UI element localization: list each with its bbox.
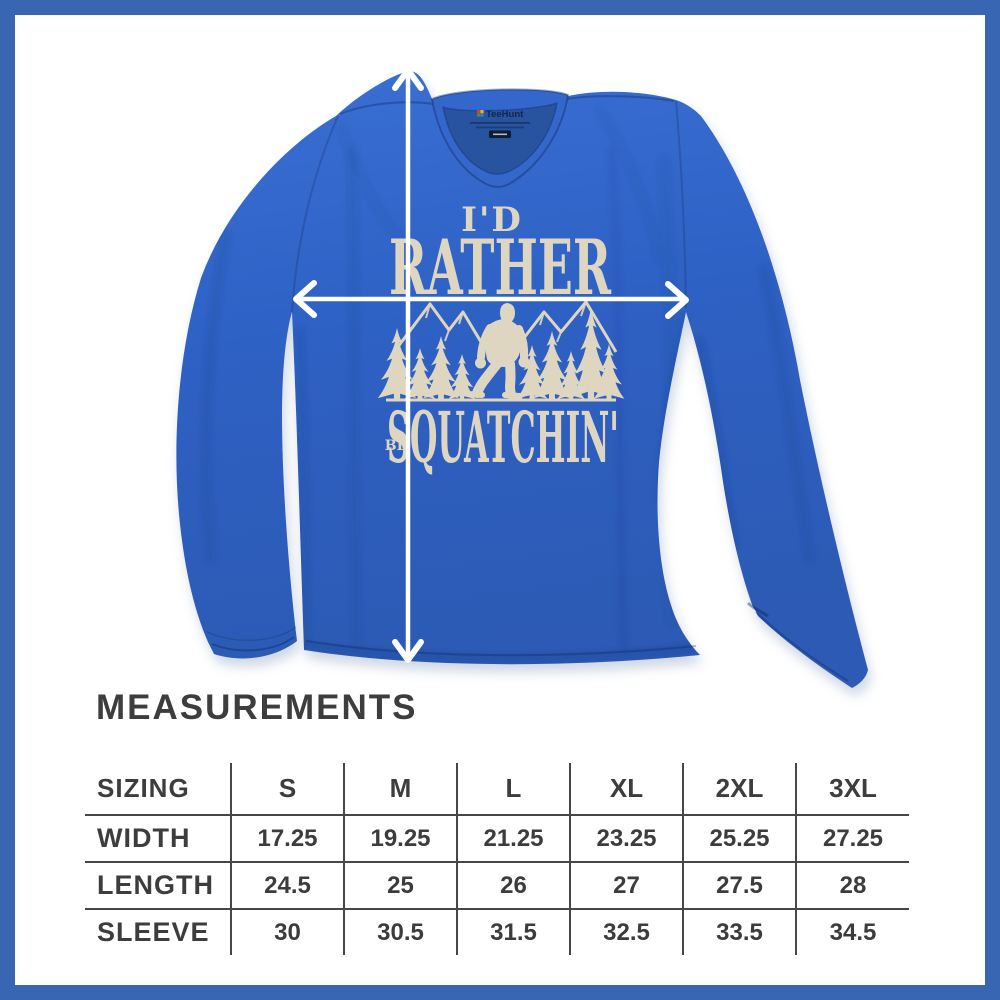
length-3xl: 28: [795, 861, 909, 909]
sleeve-2xl: 33.5: [682, 908, 796, 955]
table-row-sleeve: SLEEVE 30 30.5 31.5 32.5 33.5 34.5: [85, 908, 909, 955]
row-label-width: WIDTH: [85, 814, 231, 862]
width-3xl: 27.25: [795, 814, 909, 862]
width-xl: 23.25: [569, 814, 683, 862]
row-label-length: LENGTH: [85, 861, 231, 909]
sleeve-m: 30.5: [343, 908, 457, 955]
row-label-sleeve: SLEEVE: [85, 908, 231, 955]
sleeve-s: 30: [230, 908, 344, 955]
width-s: 17.25: [230, 814, 344, 862]
length-arrow: [392, 67, 424, 663]
sleeve-xl: 32.5: [569, 908, 683, 955]
arrowhead-down-icon: [392, 639, 424, 663]
collar-label: TeeHunt: [470, 109, 530, 138]
width-2xl: 25.25: [682, 814, 796, 862]
width-arrow: [293, 280, 689, 319]
size-col-3xl: 3XL: [795, 763, 909, 815]
width-m: 19.25: [343, 814, 457, 862]
length-xl: 27: [569, 861, 683, 909]
brand-logo-icon: [477, 110, 481, 114]
mountains: [392, 300, 618, 353]
brand-logo-icon: [480, 110, 484, 114]
collar-inside: [443, 103, 557, 175]
width-l: 21.25: [456, 814, 570, 862]
brand-logo-icon: [477, 113, 481, 117]
design-line-be: BE: [385, 438, 408, 454]
brand-logo-icon: [480, 113, 484, 117]
collar: TeeHunt: [430, 88, 570, 188]
page-title: MEASUREMENTS: [96, 688, 418, 727]
arrowhead-up-icon: [392, 67, 424, 91]
arrowhead-right-icon: [665, 281, 689, 319]
size-chart-table: SIZING S M L XL 2XL 3XL WIDTH 17.25 19.2…: [85, 763, 909, 955]
label-fine-print: [476, 126, 524, 129]
size-col-m: M: [343, 763, 457, 815]
length-l: 26: [456, 861, 570, 909]
label-fine-print: [470, 122, 530, 124]
brand-name: TeeHunt: [486, 109, 524, 120]
length-s: 24.5: [230, 861, 344, 909]
table-row-width: WIDTH 17.25 19.25 21.25 23.25 25.25 27.2…: [85, 814, 909, 862]
table-header-row: SIZING S M L XL 2XL 3XL: [85, 763, 909, 815]
length-m: 25: [343, 861, 457, 909]
sleeve-l: 31.5: [456, 908, 570, 955]
size-tag-text: [493, 133, 507, 136]
size-col-2xl: 2XL: [682, 763, 796, 815]
design-line-id: I'D: [461, 200, 523, 240]
sleeve-3xl: 34.5: [795, 908, 909, 955]
table-row-length: LENGTH 24.5 25 26 27 27.5 28: [85, 861, 909, 909]
table-corner-label: SIZING: [97, 773, 190, 803]
size-col-s: S: [230, 763, 344, 815]
length-2xl: 27.5: [682, 861, 796, 909]
design-line-squatchin: SQUATCHIN': [387, 396, 619, 479]
seam-lines: [206, 95, 849, 682]
size-col-l: L: [456, 763, 570, 815]
bigfoot-sasquatch: [465, 303, 530, 399]
size-col-xl: XL: [569, 763, 683, 815]
measurement-arrows: [293, 67, 689, 663]
arrowhead-left-icon: [293, 280, 317, 318]
